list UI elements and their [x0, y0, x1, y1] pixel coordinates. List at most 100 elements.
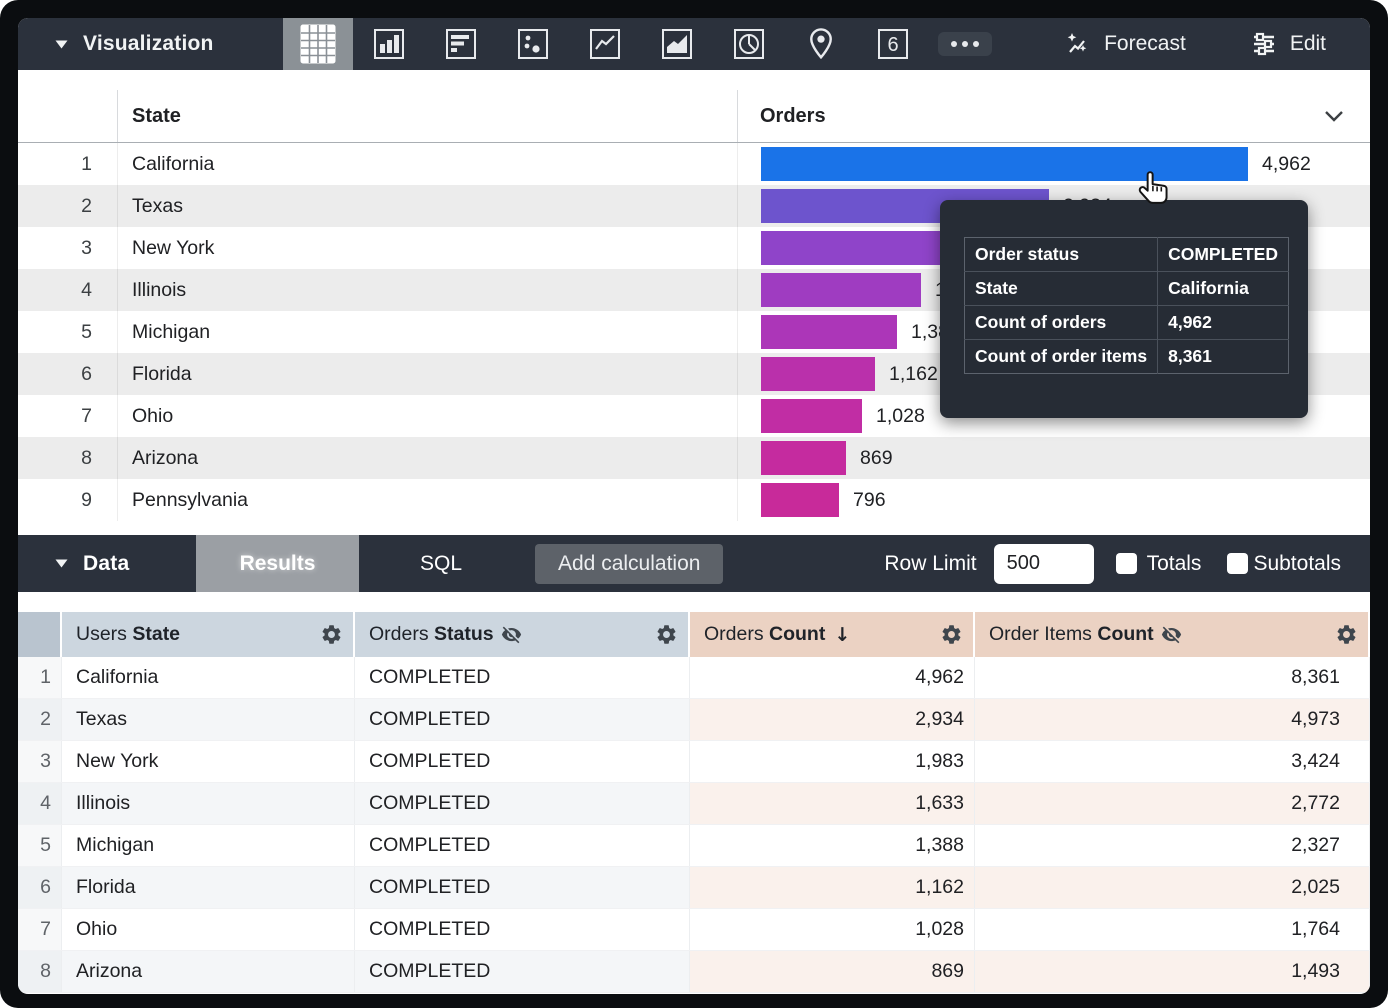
- orders-count-cell: 1,983: [690, 741, 975, 782]
- orders-count-cell: 1,633: [690, 783, 975, 824]
- tooltip-table: Order status COMPLETED State California …: [964, 237, 1289, 374]
- chart-type-pie[interactable]: [713, 18, 785, 70]
- chart-type-table[interactable]: [283, 18, 353, 70]
- viz-state-cell: Michigan: [118, 311, 738, 353]
- orders-status-cell: COMPLETED: [355, 741, 690, 782]
- pie-chart-icon: [734, 29, 764, 59]
- viz-column-header-state[interactable]: State: [118, 90, 738, 142]
- table-row: 1 California COMPLETED 4,962 8,361: [18, 657, 1370, 699]
- chevron-down-icon[interactable]: [1324, 110, 1344, 122]
- orders-status-cell: COMPLETED: [355, 867, 690, 908]
- forecast-button[interactable]: Forecast: [1064, 18, 1186, 70]
- users-state-cell: New York: [62, 741, 355, 782]
- bar-value-label: 4,962: [1262, 152, 1311, 175]
- subtotals-checkbox[interactable]: [1227, 553, 1249, 574]
- gear-icon[interactable]: [940, 623, 963, 646]
- row-number-cell: 2: [18, 699, 62, 740]
- row-number-cell: 6: [18, 867, 62, 908]
- visualization-section-toggle[interactable]: Visualization: [18, 18, 283, 70]
- orders-status-cell: COMPLETED: [355, 825, 690, 866]
- users-state-cell: Arizona: [62, 951, 355, 992]
- gear-icon[interactable]: [320, 623, 343, 646]
- chart-type-line[interactable]: [569, 18, 641, 70]
- orders-bar[interactable]: [761, 441, 846, 475]
- chart-type-scatter[interactable]: [497, 18, 569, 70]
- orders-bar[interactable]: [761, 357, 875, 391]
- orders-bar[interactable]: [761, 147, 1248, 181]
- viz-table-header: State Orders: [18, 90, 1370, 143]
- add-calculation-button[interactable]: Add calculation: [535, 543, 724, 584]
- chart-type-single-value[interactable]: 6: [857, 18, 929, 70]
- viz-column-header-orders[interactable]: Orders: [738, 90, 1370, 142]
- column-header-users-state[interactable]: Users State: [62, 612, 355, 657]
- orders-bar[interactable]: [761, 315, 897, 349]
- row-number-cell: 1: [18, 657, 62, 698]
- viz-row: 1 California 4,962: [18, 143, 1370, 185]
- row-number-cell: 7: [18, 909, 62, 950]
- tooltip-row: Count of order items 8,361: [964, 339, 1289, 374]
- viz-orders-cell: 796: [738, 479, 1370, 521]
- chart-type-more[interactable]: [929, 18, 1001, 70]
- data-section-toggle[interactable]: Data: [18, 535, 196, 592]
- column-chart-icon: [374, 29, 404, 59]
- data-label: Data: [83, 551, 130, 575]
- bar-value-label: 869: [860, 446, 893, 469]
- data-toolbar: Data Results SQL Add calculation Row Lim…: [18, 535, 1370, 592]
- edit-button[interactable]: Edit: [1250, 18, 1326, 70]
- tooltip-value: California: [1157, 271, 1289, 306]
- order-items-count-cell: 1,764: [975, 909, 1370, 950]
- hidden-eye-slash-icon: [1161, 626, 1181, 644]
- tooltip-value: 4,962: [1157, 305, 1289, 340]
- orders-status-cell: COMPLETED: [355, 951, 690, 992]
- map-pin-icon: [810, 28, 832, 60]
- viz-state-cell: Texas: [118, 185, 738, 227]
- viz-state-cell: New York: [118, 227, 738, 269]
- orders-bar[interactable]: [761, 399, 862, 433]
- viz-orders-cell: 1,388: [738, 311, 1370, 353]
- tooltip-label: Order status: [964, 237, 1159, 272]
- orders-count-cell: 1,388: [690, 825, 975, 866]
- tooltip-label: State: [964, 271, 1159, 306]
- chart-type-bar[interactable]: [425, 18, 497, 70]
- users-state-cell: Michigan: [62, 825, 355, 866]
- column-header-orders-status[interactable]: Orders Status: [355, 612, 690, 657]
- orders-bar[interactable]: [761, 273, 921, 307]
- hidden-eye-slash-icon: [501, 626, 521, 644]
- column-header-order-items-count[interactable]: Order Items Count: [975, 612, 1370, 657]
- chart-type-area[interactable]: [641, 18, 713, 70]
- area-chart-icon: [662, 29, 692, 59]
- row-limit-input[interactable]: [993, 543, 1094, 584]
- viz-row-number: 2: [18, 185, 118, 227]
- viz-row: 9 Pennsylvania 796: [18, 479, 1370, 521]
- forecast-sparkle-icon: [1067, 33, 1087, 53]
- column-header-orders-count[interactable]: Orders Count ↓: [690, 612, 975, 657]
- viz-row-number: 4: [18, 269, 118, 311]
- bar-chart-icon: [446, 29, 476, 59]
- tab-results[interactable]: Results: [196, 535, 359, 592]
- row-number-cell: 5: [18, 825, 62, 866]
- subtotals-label: Subtotals: [1253, 551, 1341, 575]
- chart-type-column[interactable]: [353, 18, 425, 70]
- explore-window: Visualization: [18, 18, 1370, 994]
- hover-tooltip: Order status COMPLETED State California …: [940, 200, 1308, 418]
- viz-row-number: 5: [18, 311, 118, 353]
- line-chart-icon: [590, 29, 620, 59]
- chart-type-map[interactable]: [785, 18, 857, 70]
- gear-icon[interactable]: [655, 623, 678, 646]
- gear-icon[interactable]: [1335, 623, 1358, 646]
- row-limit-label: Row Limit: [884, 551, 977, 575]
- orders-count-cell: 2,934: [690, 699, 975, 740]
- single-value-icon: 6: [878, 29, 908, 59]
- totals-checkbox[interactable]: [1115, 553, 1137, 574]
- viz-row-number: 1: [18, 143, 118, 185]
- tab-sql[interactable]: SQL: [419, 551, 463, 575]
- orders-status-cell: COMPLETED: [355, 657, 690, 698]
- table-row: 6 Florida COMPLETED 1,162 2,025: [18, 867, 1370, 909]
- viz-state-cell: Arizona: [118, 437, 738, 479]
- order-items-count-cell: 2,025: [975, 867, 1370, 908]
- orders-bar[interactable]: [761, 231, 956, 265]
- orders-bar[interactable]: [761, 483, 839, 517]
- viz-orders-cell: 4,962: [738, 143, 1370, 185]
- totals-label: Totals: [1146, 551, 1202, 575]
- table-row: 8 Arizona COMPLETED 869 1,493: [18, 951, 1370, 993]
